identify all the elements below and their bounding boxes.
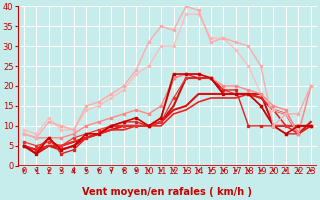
- X-axis label: Vent moyen/en rafales ( km/h ): Vent moyen/en rafales ( km/h ): [82, 187, 252, 197]
